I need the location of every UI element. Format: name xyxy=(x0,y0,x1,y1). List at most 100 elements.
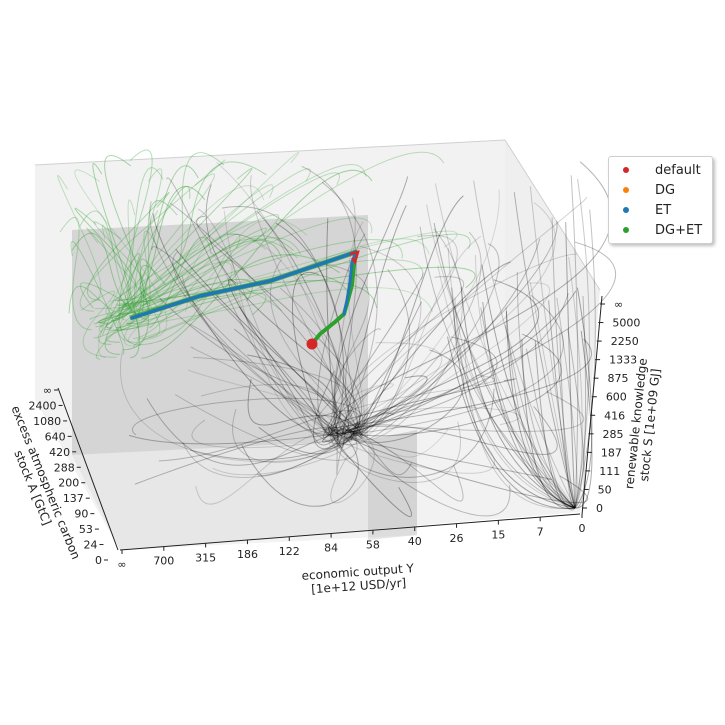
boundary-plane-lower xyxy=(72,430,417,550)
streamline xyxy=(275,222,345,434)
back-pane xyxy=(35,140,600,550)
tick-label: 0 xyxy=(579,522,586,535)
streamline xyxy=(109,185,265,303)
streamline xyxy=(146,398,334,466)
streamline xyxy=(516,271,576,509)
streamline xyxy=(349,241,616,431)
streamline xyxy=(119,350,354,463)
streamline xyxy=(152,213,333,435)
streamline xyxy=(344,428,464,502)
legend-item-dg-et: DG+ET xyxy=(609,220,712,240)
streamline xyxy=(143,218,308,317)
streamline xyxy=(329,189,500,448)
streamline xyxy=(334,328,381,432)
legend-label-dg-et: DG+ET xyxy=(655,222,703,238)
streamline xyxy=(241,435,359,507)
streamline xyxy=(98,266,476,324)
streamline xyxy=(191,419,359,449)
streamline xyxy=(102,186,191,336)
streamline xyxy=(132,233,471,348)
streamline xyxy=(447,248,576,509)
streamline xyxy=(419,226,576,509)
streamline xyxy=(101,224,140,343)
legend-label-dg: DG xyxy=(655,182,676,198)
streamline xyxy=(151,246,336,437)
streamline xyxy=(196,215,363,429)
streamline xyxy=(118,238,298,307)
streamline xyxy=(59,217,92,331)
tick-label: 111 xyxy=(599,465,620,478)
streamline xyxy=(334,231,482,435)
streamline xyxy=(335,290,577,434)
tick-label: 53 xyxy=(79,523,93,536)
streamline xyxy=(330,432,375,504)
streamline xyxy=(337,205,407,445)
streamline xyxy=(74,207,137,301)
streamline xyxy=(250,175,357,434)
streamline xyxy=(57,174,102,302)
streamline xyxy=(189,422,362,461)
trajectory-et xyxy=(130,250,358,320)
streamline xyxy=(332,197,356,434)
streamline xyxy=(328,427,412,517)
tick-label: 7 xyxy=(537,525,544,538)
streamline xyxy=(333,429,449,458)
streamline xyxy=(336,428,354,475)
streamline xyxy=(86,227,161,338)
streamline xyxy=(158,410,361,462)
streamline xyxy=(190,346,336,429)
streamline xyxy=(104,155,149,351)
pane-edge xyxy=(34,139,601,291)
streamline xyxy=(339,276,465,434)
streamline xyxy=(505,311,576,509)
streamline xyxy=(98,239,282,324)
streamline xyxy=(119,200,178,315)
streamline xyxy=(567,329,585,509)
streamline xyxy=(139,235,295,346)
streamline xyxy=(574,287,593,509)
streamline xyxy=(322,272,424,439)
streamline xyxy=(121,168,311,321)
legend-label-et: ET xyxy=(655,202,672,218)
tick-label: ∞ xyxy=(614,298,623,311)
streamline xyxy=(141,169,373,359)
streamline xyxy=(504,325,576,509)
streamline xyxy=(141,152,225,303)
streamline xyxy=(187,369,339,433)
streamline xyxy=(228,234,352,438)
streamline xyxy=(352,261,511,435)
streamline xyxy=(87,191,170,301)
streamline xyxy=(447,336,576,509)
streamline xyxy=(337,406,558,455)
streamline xyxy=(124,252,143,315)
streamline xyxy=(247,379,358,430)
streamline xyxy=(332,336,498,437)
tick-label: 600 xyxy=(606,391,627,404)
tick-label: 288 xyxy=(54,461,75,474)
streamline xyxy=(95,233,241,360)
streamline xyxy=(166,177,354,445)
streamline xyxy=(529,186,576,509)
streamline xyxy=(123,199,136,306)
streamline xyxy=(570,175,579,509)
streamline xyxy=(322,338,592,431)
streamline xyxy=(556,297,578,509)
streamlines-black xyxy=(119,161,616,517)
streamline xyxy=(345,333,562,437)
streamline xyxy=(333,176,409,436)
streamline xyxy=(93,151,445,339)
streamline xyxy=(247,354,338,435)
streamline xyxy=(221,206,360,429)
streamline xyxy=(98,172,340,333)
streamline xyxy=(325,431,552,480)
streamline xyxy=(454,297,576,509)
streamline xyxy=(127,287,162,325)
streamline xyxy=(111,186,206,322)
streamline xyxy=(117,161,267,301)
streamline xyxy=(256,211,350,435)
streamline xyxy=(123,151,300,347)
streamline xyxy=(106,292,267,343)
streamline xyxy=(481,264,576,509)
streamline xyxy=(548,300,576,509)
streamline xyxy=(216,161,353,440)
